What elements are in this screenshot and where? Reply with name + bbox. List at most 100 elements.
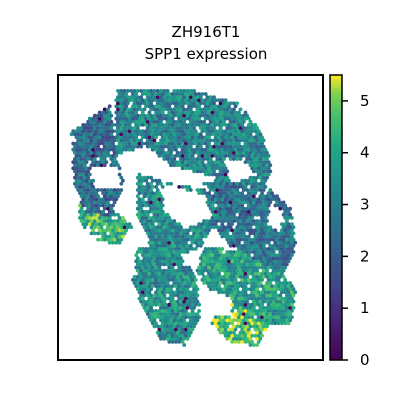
expression-spot (251, 138, 256, 143)
expression-spot (246, 302, 251, 307)
expression-spot (250, 154, 255, 158)
expression-spot (268, 243, 273, 248)
expression-spot (220, 110, 225, 115)
expression-spot (245, 181, 250, 186)
expression-spot (81, 197, 86, 202)
expression-spot (246, 296, 251, 301)
expression-spot (293, 290, 298, 295)
expression-spot (177, 284, 182, 288)
expression-spot (159, 194, 163, 199)
expression-spot (82, 181, 87, 186)
expression-spot (290, 228, 294, 233)
expression-spot (256, 135, 261, 140)
expression-spot (285, 231, 289, 236)
expression-spot (135, 194, 140, 199)
expression-spot (217, 141, 221, 146)
expression-spot (92, 119, 97, 124)
expression-spot (258, 150, 263, 155)
expression-spot (215, 157, 220, 161)
expression-spot (109, 126, 114, 130)
expression-spot (147, 271, 152, 276)
expression-spot (240, 185, 245, 189)
expression-spot (208, 169, 213, 174)
expression-spot (76, 138, 81, 143)
expression-spot (170, 333, 175, 338)
expression-spot (78, 203, 82, 208)
expression-spot (91, 216, 95, 220)
expression-spot (255, 175, 259, 180)
expression-spot (165, 126, 170, 130)
expression-spot (162, 237, 167, 242)
expression-spot (215, 113, 220, 118)
expression-spot (104, 197, 109, 202)
expression-spot (266, 160, 271, 165)
expression-spot (91, 147, 95, 152)
expression-spot (144, 271, 149, 276)
expression-spot (238, 256, 243, 261)
expression-spot (251, 175, 256, 180)
expression-spot (144, 265, 149, 270)
expression-spot (218, 132, 223, 137)
expression-spot (97, 160, 102, 165)
expression-spot (203, 135, 208, 140)
expression-spot (84, 216, 89, 220)
expression-spot (193, 135, 198, 140)
expression-spot (76, 181, 81, 186)
expression-spot (106, 225, 110, 230)
expression-spot (192, 163, 197, 168)
expression-spot (167, 216, 172, 220)
expression-spot (235, 268, 240, 273)
expression-spot (280, 234, 284, 239)
expression-spot (159, 101, 163, 106)
expression-spot (142, 268, 147, 273)
expression-spot (149, 144, 154, 149)
expression-spot (225, 231, 230, 236)
expression-spot (131, 278, 135, 282)
expression-spot (147, 116, 152, 121)
expression-spot (266, 172, 271, 177)
expression-spot (263, 203, 268, 208)
expression-spot (86, 181, 90, 186)
expression-spot (119, 113, 124, 118)
expression-spot (160, 222, 165, 227)
expression-spot (187, 123, 192, 127)
expression-spot (170, 253, 175, 257)
expression-spot (245, 324, 250, 329)
expression-spot (169, 237, 173, 242)
expression-spot (135, 181, 140, 186)
expression-spot (99, 200, 104, 205)
expression-spot (149, 225, 154, 230)
expression-spot (248, 287, 253, 292)
expression-spot (167, 228, 172, 233)
expression-spot (253, 154, 258, 158)
expression-spot (276, 240, 281, 245)
expression-spot (180, 166, 185, 171)
expression-spot (192, 113, 197, 118)
expression-spot (225, 200, 230, 205)
expression-spot (276, 259, 281, 264)
expression-spot (190, 92, 195, 96)
expression-spot (251, 250, 256, 254)
expression-spot (208, 132, 213, 137)
colorbar-tick-label: 4 (360, 144, 370, 162)
expression-spot (134, 253, 139, 257)
expression-spot (280, 302, 284, 307)
expression-spot (152, 119, 157, 124)
expression-spot (210, 116, 215, 121)
expression-spot (278, 274, 283, 279)
expression-spot (227, 228, 231, 233)
expression-spot (222, 169, 226, 174)
expression-spot (238, 157, 243, 161)
expression-spot (212, 318, 216, 323)
expression-spot (265, 163, 269, 168)
expression-spot (162, 231, 167, 236)
expression-spot (159, 113, 163, 118)
expression-spot (268, 299, 273, 304)
expression-spot (280, 265, 284, 270)
expression-spot (222, 163, 226, 168)
expression-spot (218, 181, 223, 186)
expression-spot (112, 212, 117, 217)
expression-spot (149, 101, 154, 106)
expression-spot (288, 225, 293, 230)
expression-spot (184, 321, 188, 326)
